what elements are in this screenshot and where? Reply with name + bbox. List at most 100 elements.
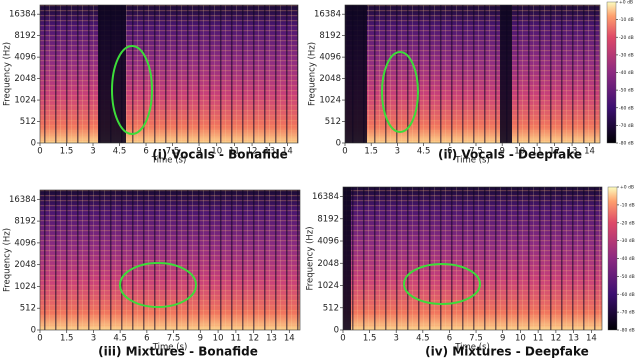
y-tick-label: 8192 [14,217,36,227]
y-tick-label: 4096 [317,237,339,247]
y-tick-label: 512 [325,117,341,127]
y-tick-label: 1024 [14,282,36,292]
highlight-ellipse [119,262,197,308]
caption: (iv) Mixtures - Deepfake [425,345,589,359]
colorbar-tick-label: -10 dB [620,202,635,208]
x-tick-label: 10 [213,334,224,344]
y-tick-label: 4096 [14,53,36,63]
caption: (iii) Mixtures - Bonafide [98,345,258,359]
plot-frame [39,4,299,144]
colorbar-tick-label: -30 dB [619,52,634,58]
x-tick-label: 12 [248,334,259,344]
x-tick-label: 12 [549,147,560,157]
x-tick-label: 4.5 [113,334,127,344]
x-tick-label: 9 [500,334,505,344]
y-tick-label: 16384 [314,10,341,20]
x-axis-label: Time (s) [151,156,187,166]
x-tick-label: 6 [143,147,148,157]
x-tick-label: 12 [247,147,258,157]
colorbar-tick-label: -50 dB [619,88,634,94]
x-tick-label: 6 [447,334,452,344]
x-tick-label: 1.5 [363,334,377,344]
colorbar-tick-label: -50 dB [620,274,635,280]
x-tick-label: 3 [90,147,95,157]
x-tick-label: 3 [394,334,399,344]
x-tick-label: 7.5 [469,147,483,157]
colorbar-tick-label: +0 dB [619,0,633,6]
y-tick-label: 0 [336,139,341,149]
colorbar-tick-label: -20 dB [619,35,634,41]
x-tick-label: 13 [264,147,275,157]
caption: (i) Vocals - Bonafide [152,148,288,162]
y-tick-label: 4096 [319,53,341,63]
x-tick-label: 9 [198,334,203,344]
colorbar-tick-label: -60 dB [619,105,634,111]
highlight-ellipse [111,45,153,135]
x-tick-label: 0 [340,334,345,344]
plot-frame [344,4,601,144]
colorbar-tick-label: -70 dB [619,123,634,129]
x-tick-label: 6 [447,147,452,157]
spectrogram-texture [343,187,602,330]
y-axis-label: Frequency (Hz) [306,226,316,290]
colorbar [606,1,617,144]
silence [500,5,512,143]
y-tick-label: 2048 [319,74,341,84]
x-tick-label: 0 [37,334,42,344]
x-tick-label: 4.5 [416,334,430,344]
x-axis-label: Time (s) [454,156,490,166]
y-tick-label: 2048 [14,74,36,84]
x-tick-label: 10 [515,334,526,344]
spectrogram-texture [40,5,298,143]
x-tick-label: 13 [266,334,277,344]
colorbar-tick-label: -70 dB [620,310,635,316]
x-tick-label: 13 [567,147,578,157]
x-tick-label: 12 [550,334,561,344]
highlight-ellipse [403,263,481,305]
x-tick-label: 0 [37,147,42,157]
y-tick-label: 1024 [319,96,341,106]
x-tick-label: 11 [229,147,240,157]
x-tick-label: 1.5 [364,147,378,157]
x-tick-label: 9 [499,147,504,157]
y-tick-label: 0 [31,326,36,336]
colorbar-tick-label: -40 dB [619,70,634,76]
y-axis-label: Frequency (Hz) [3,228,13,292]
y-tick-label: 512 [20,304,36,314]
x-tick-label: 6 [144,334,149,344]
colorbar-tick-label: -60 dB [620,292,635,298]
colorbar [607,186,618,331]
y-tick-label: 8192 [317,214,339,224]
colorbar-tick-label: -30 dB [620,238,635,244]
x-tick-label: 10 [514,147,525,157]
silence [343,187,351,330]
x-tick-label: 4.5 [417,147,431,157]
x-axis-label: Time (s) [152,343,188,353]
x-tick-label: 1.5 [60,334,74,344]
x-tick-label: 3 [91,334,96,344]
x-tick-label: 10 [211,147,222,157]
caption: (ii) Vocals - Deepfake [438,148,582,162]
spectrogram-texture [40,190,300,330]
y-tick-label: 0 [334,326,339,336]
x-tick-label: 14 [282,147,293,157]
y-tick-label: 16384 [9,195,36,205]
colorbar-tick-label: -80 dB [619,141,634,147]
colorbar-tick-label: -10 dB [619,17,634,23]
colorbar-tick-label: +0 dB [620,185,634,191]
x-tick-label: 14 [586,334,597,344]
y-tick-label: 1024 [317,281,339,291]
y-tick-label: 1024 [14,96,36,106]
plot-frame [39,189,301,331]
x-axis-label: Time (s) [454,343,490,353]
x-tick-label: 11 [532,147,543,157]
x-tick-label: 14 [584,147,595,157]
x-tick-label: 14 [284,334,295,344]
x-tick-label: 4.5 [113,147,127,157]
y-tick-label: 0 [31,139,36,149]
y-tick-label: 2048 [14,260,36,270]
y-tick-label: 512 [20,117,36,127]
silence [98,5,126,143]
x-tick-label: 11 [533,334,544,344]
